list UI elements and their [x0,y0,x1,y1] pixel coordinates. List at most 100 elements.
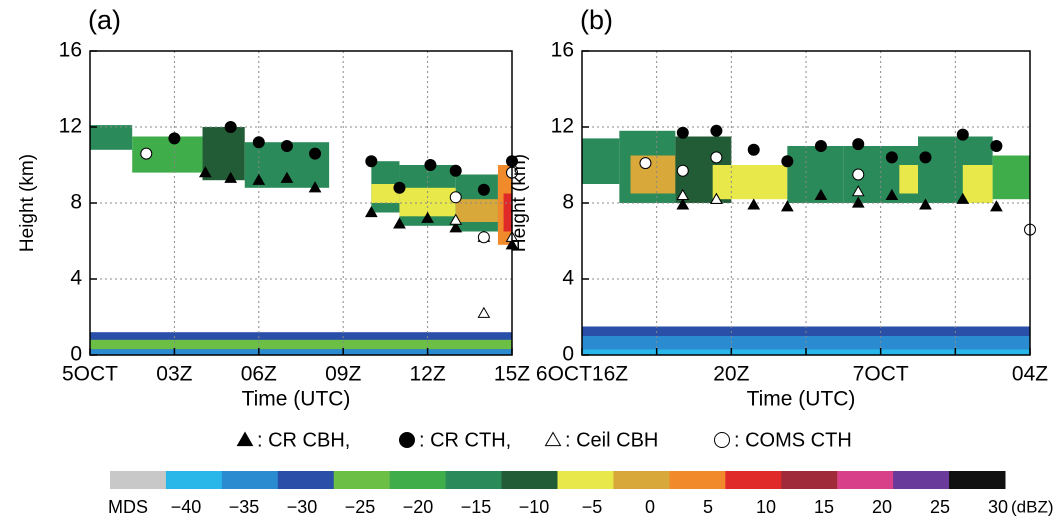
colorbar-label: −30 [287,497,318,517]
plot-area [582,51,1030,355]
colorbar-label: 20 [872,497,892,517]
colorbar-label: 0 [645,497,655,517]
marker-open-circle [449,191,462,204]
y-tick-label: 0 [70,343,82,366]
reflectivity-cell [712,165,788,200]
marker-triangle [676,198,690,210]
colorbar-label: −5 [582,497,603,517]
panel-label: (b) [580,5,613,35]
reflectivity-cell [371,184,400,203]
marker-circle [477,183,490,196]
marker-triangle [814,188,828,201]
marker-circle [676,126,689,139]
reflectivity-cell [992,155,1030,200]
x-tick-label: 15Z [494,363,530,386]
y-tick-label: 4 [562,267,574,290]
marker-circle [365,155,378,168]
colorbar-box [669,471,726,489]
x-tick-label: 7OCT [853,363,909,386]
y-tick-label: 8 [562,191,574,214]
marker-open-triangle [851,185,865,197]
x-tick-label: 12Z [410,363,446,386]
marker-triangle [198,166,212,178]
marker-triangle [364,205,378,218]
marker-circle [399,432,415,448]
x-tick-label: 6OCT16Z [536,363,628,386]
colorbar-label: 5 [703,497,713,517]
marker-triangle [280,171,294,183]
colorbar-box [557,471,614,489]
marker-triangle [421,211,434,223]
marker-open-triangle [544,431,562,447]
x-tick-label: 06Z [241,363,277,386]
legend-label: : COMS CTH [734,429,852,451]
colorbar-box [389,471,447,489]
colorbar-label: MDS [108,497,148,517]
marker-circle [224,121,237,133]
marker-open-circle [140,147,153,160]
marker-triangle [308,181,322,193]
y-tick-label: 0 [562,343,574,366]
x-tick-label: 5OCT [62,363,118,386]
colorbar-label: −40 [171,497,202,517]
marker-circle [449,164,462,177]
colorbar-box [110,471,167,489]
colorbar-box [501,471,558,489]
marker-circle [424,159,437,171]
marker-triangle [224,171,238,183]
reflectivity-cell [582,138,620,184]
marker-open-triangle [477,306,491,318]
marker-circle [252,136,265,149]
marker-open-circle [852,168,865,181]
colorbar-label: −20 [403,497,434,517]
marker-circle [919,151,932,164]
marker-triangle [919,198,932,210]
marker-circle [885,151,898,164]
colorbar-label: −15 [461,497,492,517]
marker-circle [747,143,760,156]
y-tick-label: 12 [551,115,574,138]
marker-circle [956,128,969,141]
y-axis-label: Height (km) [509,154,530,252]
marker-triangle [393,217,406,229]
reflectivity-cell [455,199,498,222]
marker-circle [990,140,1003,152]
marker-open-circle [710,151,723,164]
marker-triangle [851,196,865,208]
y-tick-label: 16 [551,39,574,62]
marker-triangle [236,431,254,447]
marker-circle [814,140,827,152]
y-tick-label: 16 [59,39,82,62]
x-axis-label: Time (UTC) [747,388,856,411]
reflectivity-cell [202,127,245,181]
y-tick-label: 12 [59,115,82,138]
x-tick-label: 20Z [713,363,749,386]
colorbar-label: −25 [345,497,376,517]
colorbar-box [165,471,223,489]
colorbar-box [781,471,838,489]
colorbar-box [221,471,279,489]
x-tick-label: 09Z [325,363,361,386]
reflectivity-cell [90,339,512,350]
colorbar-box [277,471,335,489]
marker-open-circle [639,157,652,170]
marker-open-triangle [676,188,690,201]
marker-triangle [780,200,794,212]
marker-triangle [885,188,899,201]
reflectivity-cell [90,125,133,150]
x-tick-label: 04Z [1012,363,1048,386]
colorbar-box [949,471,1006,489]
marker-triangle [956,192,970,204]
marker-circle [309,147,322,160]
marker-open-circle [477,231,490,244]
marker-triangle [747,198,761,210]
colorbar-label: 10 [756,497,776,517]
colorbar-label: −35 [229,497,260,517]
marker-circle [280,140,293,152]
marker-open-triangle [710,192,723,204]
legend-label: : CR CBH, [257,429,350,451]
reflectivity-cell [90,349,512,355]
marker-open-circle [714,432,730,448]
panel-label: (a) [88,5,121,35]
